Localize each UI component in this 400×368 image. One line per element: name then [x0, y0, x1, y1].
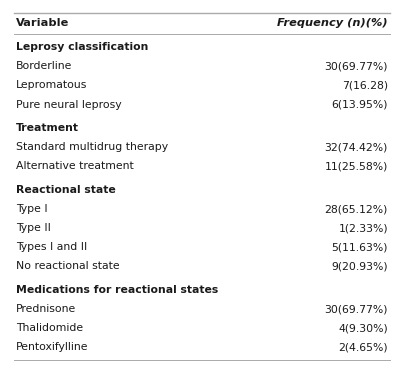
Text: Pure neural leprosy: Pure neural leprosy [16, 99, 122, 110]
Text: 6(13.95%): 6(13.95%) [332, 99, 388, 110]
Text: 4(9.30%): 4(9.30%) [338, 323, 388, 333]
Text: 9(20.93%): 9(20.93%) [331, 261, 388, 272]
Text: Thalidomide: Thalidomide [16, 323, 83, 333]
Text: 32(74.42%): 32(74.42%) [325, 142, 388, 152]
Text: No reactional state: No reactional state [16, 261, 120, 272]
Text: Type II: Type II [16, 223, 51, 233]
Text: Borderline: Borderline [16, 61, 72, 71]
Text: 1(2.33%): 1(2.33%) [338, 223, 388, 233]
Text: Variable: Variable [16, 18, 69, 28]
Text: Treatment: Treatment [16, 123, 79, 133]
Text: Alternative treatment: Alternative treatment [16, 161, 134, 171]
Text: Standard multidrug therapy: Standard multidrug therapy [16, 142, 168, 152]
Text: 5(11.63%): 5(11.63%) [332, 242, 388, 252]
Text: Leprosy classification: Leprosy classification [16, 42, 148, 52]
Text: Prednisone: Prednisone [16, 304, 76, 314]
Text: Types I and II: Types I and II [16, 242, 87, 252]
Text: Medications for reactional states: Medications for reactional states [16, 285, 218, 295]
Text: Type I: Type I [16, 204, 48, 214]
Text: 7(16.28): 7(16.28) [342, 80, 388, 91]
Text: Lepromatous: Lepromatous [16, 80, 87, 91]
Text: 28(65.12%): 28(65.12%) [325, 204, 388, 214]
Text: 11(25.58%): 11(25.58%) [325, 161, 388, 171]
Text: 30(69.77%): 30(69.77%) [324, 61, 388, 71]
Text: Pentoxifylline: Pentoxifylline [16, 342, 88, 353]
Text: Frequency (n)(%): Frequency (n)(%) [277, 18, 388, 28]
Text: 2(4.65%): 2(4.65%) [338, 342, 388, 353]
Text: Reactional state: Reactional state [16, 185, 116, 195]
Text: 30(69.77%): 30(69.77%) [324, 304, 388, 314]
